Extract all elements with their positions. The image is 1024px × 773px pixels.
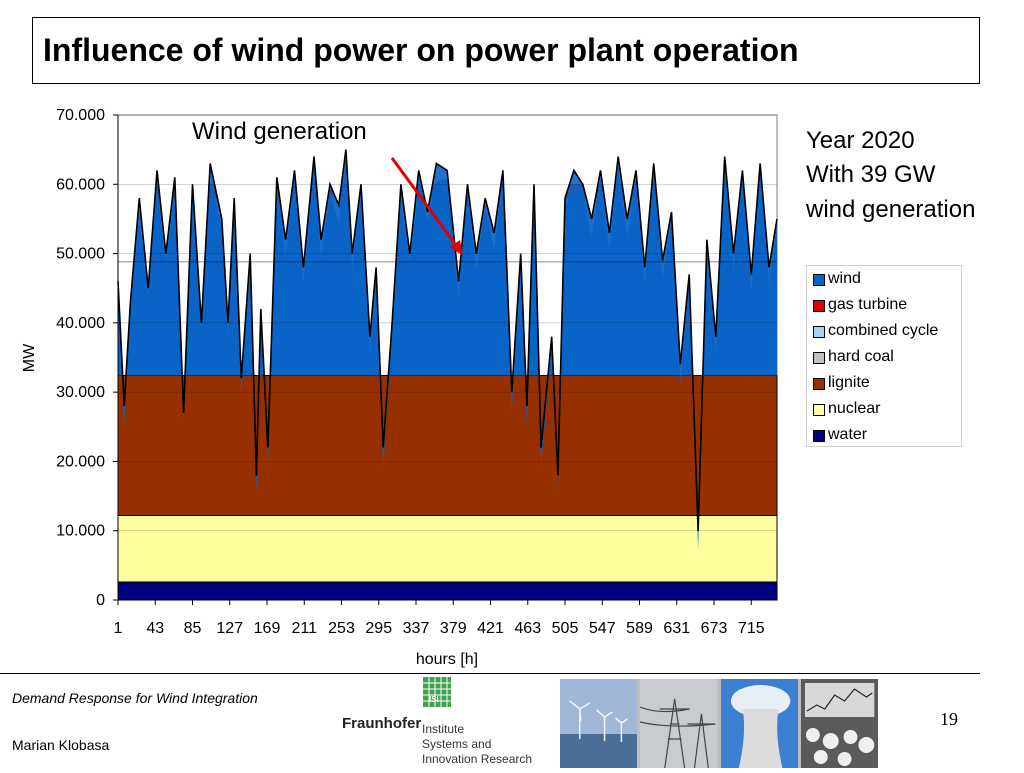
x-tick-label: 673 (701, 620, 728, 637)
footer-divider (0, 673, 980, 674)
legend-label-wind: wind (828, 270, 861, 287)
slide-title-box: Influence of wind power on power plant o… (32, 17, 980, 84)
wind-generation-label: Wind generation (192, 118, 367, 145)
power-lines-photo (640, 679, 718, 768)
legend-label-combined-cycle: combined cycle (828, 322, 939, 339)
page-number: 19 (940, 709, 958, 729)
footer-author: Marian Klobasa (12, 737, 110, 753)
y-axis-label: MW (21, 343, 38, 372)
capacity-label: With 39 GW (806, 161, 936, 188)
band-nuclear (117, 514, 778, 583)
capacity-label-2: wind generation (806, 196, 976, 223)
slide-title: Influence of wind power on power plant o… (43, 32, 799, 68)
y-tick-label: 0 (96, 592, 105, 609)
y-tick-label: 60.000 (56, 176, 105, 193)
x-tick-label: 43 (146, 620, 164, 637)
y-tick-label: 50.000 (56, 246, 105, 263)
logo-line-1: Institute (422, 722, 465, 736)
y-tick-label: 10.000 (56, 523, 105, 540)
wind-annotation-arrowhead (450, 240, 463, 256)
footer-presentation-title: Demand Response for Wind Integration (12, 690, 258, 706)
area-wind (118, 149, 777, 531)
x-tick-label: 631 (663, 620, 690, 637)
legend-label-hard-coal: hard coal (828, 348, 894, 365)
x-tick-label: 421 (477, 620, 504, 637)
legend-swatch-wind (813, 274, 825, 286)
power-plant-chart: 0 10.000 20.000 30.000 40.000 50.000 60.000 70.… (21, 107, 778, 668)
footer-photo-strip (560, 679, 878, 768)
total-load-line (117, 149, 778, 531)
x-tick-label: 463 (514, 620, 541, 637)
band-water (117, 581, 778, 601)
legend-label-lignite: lignite (828, 374, 870, 391)
trading-floor-photo (800, 679, 878, 768)
logo-brand-text: Fraunhofer (342, 715, 422, 732)
wind-turbines-photo (560, 679, 638, 768)
cooling-tower-photo (720, 679, 798, 768)
x-tick-label: 295 (365, 620, 392, 637)
logo-line-3: Innovation Research (422, 752, 533, 766)
x-tick-label: 1 (114, 620, 123, 637)
y-tick-label: 20.000 (56, 453, 105, 470)
x-tick-label: 547 (589, 620, 616, 637)
chart-legend: wind gas turbine combined cycle hard coa… (806, 265, 962, 447)
legend-swatch-water (813, 430, 825, 442)
y-tick-label: 70.000 (56, 107, 105, 124)
x-tick-label: 85 (184, 620, 202, 637)
wind-annotation-arrow (390, 157, 460, 249)
x-tick-label: 505 (552, 620, 579, 637)
fraunhofer-isi-logo: ISI Fraunhofer Institute Systems and Inn… (340, 675, 535, 768)
logo-line-2: Systems and (422, 737, 492, 751)
legend-swatch-hard-coal (813, 352, 825, 364)
legend-swatch-gas-turbine (813, 300, 825, 312)
x-tick-label: 211 (292, 620, 318, 637)
legend-label-water: water (828, 426, 868, 443)
x-tick-label: 589 (626, 620, 653, 637)
legend-label-gas-turbine: gas turbine (828, 296, 908, 313)
band-lignite (117, 375, 778, 516)
x-tick-label: 337 (403, 620, 430, 637)
fraunhofer-logo-icon (423, 677, 451, 707)
legend-swatch-nuclear (813, 404, 825, 416)
x-axis-label: hours [h] (416, 651, 478, 668)
y-tick-label: 30.000 (56, 384, 105, 401)
x-tick-label: 127 (216, 620, 243, 637)
logo-badge-text: ISI (429, 695, 439, 704)
x-tick-label: 169 (254, 620, 281, 637)
x-tick-label: 715 (738, 620, 765, 637)
x-tick-label: 253 (328, 620, 355, 637)
legend-swatch-lignite (813, 378, 825, 390)
year-label: Year 2020 (806, 127, 915, 154)
x-tick-label: 379 (440, 620, 467, 637)
legend-swatch-combined-cycle (813, 326, 825, 338)
y-tick-label: 40.000 (56, 315, 105, 332)
legend-label-nuclear: nuclear (828, 400, 881, 417)
